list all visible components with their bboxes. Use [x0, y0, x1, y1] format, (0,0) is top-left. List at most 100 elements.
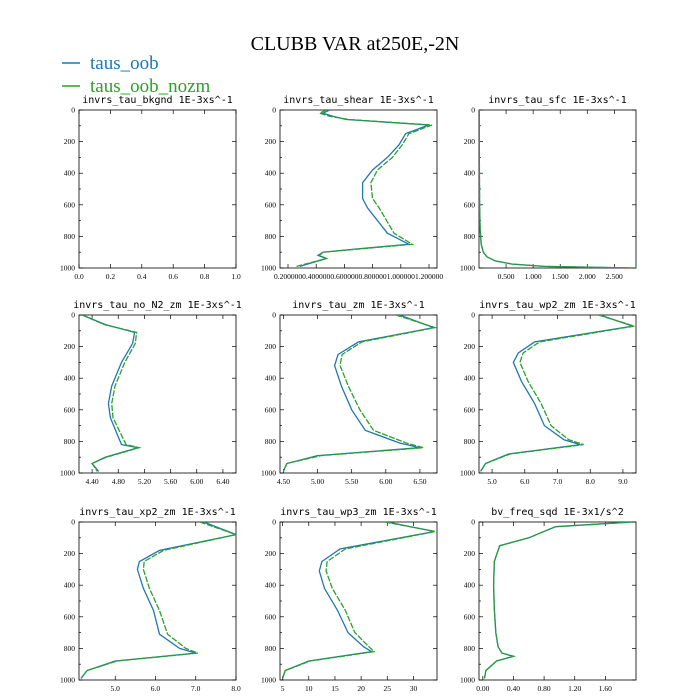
y-tick-label: 400: [464, 169, 476, 178]
panels: invrs_tau_bkgnd 1E-3xs^-1 0 200 400 600 800 10…: [60, 95, 637, 693]
x-tick-label: 30: [410, 684, 418, 693]
panel-title: invrs_tau_no_N2_zm 1E-3xs^-1: [73, 300, 242, 311]
panel-frame: [478, 521, 637, 681]
y-tick-label: 800: [464, 437, 476, 446]
x-tick-label: 5: [281, 684, 285, 693]
x-tick-label: 1.000: [525, 272, 542, 281]
y-tick-label: 1000: [460, 469, 475, 478]
y-tick-label: 1000: [261, 469, 276, 478]
y-tick-label: 400: [64, 374, 76, 383]
x-tick-label: 0.6: [169, 272, 179, 281]
x-tick-label: 7.0: [191, 684, 201, 693]
y-tick-label: 400: [265, 581, 277, 590]
panel-frame: [279, 314, 438, 474]
y-tick-label: 1000: [460, 264, 475, 273]
series-line-oob: [80, 522, 236, 679]
y-tick-label: 1000: [60, 676, 75, 685]
y-tick-label: 600: [464, 612, 476, 621]
x-tick-label: 0.8: [200, 272, 210, 281]
y-tick-label: 200: [64, 137, 76, 146]
y-tick-label: 400: [64, 581, 76, 590]
y-tick-label: 0: [471, 518, 475, 527]
legend: taus_oob taus_oob_nozm: [62, 53, 211, 97]
y-tick-label: 600: [265, 405, 277, 414]
y-tick-label: 600: [64, 405, 76, 414]
x-tick-label: 9.0: [618, 477, 628, 486]
panel-title: invrs_tau_wp2_zm 1E-3xs^-1: [479, 300, 636, 311]
y-tick-label: 200: [64, 342, 76, 351]
x-tick-label: 15: [331, 684, 339, 693]
panel-5: invrs_tau_wp2_zm 1E-3xs^-1 0 200 400 600 800 1…: [460, 300, 637, 486]
series-line-nozm: [282, 315, 437, 472]
series-line-nozm: [479, 110, 636, 268]
figure-title: CLUBB VAR at250E,-2N: [251, 33, 460, 55]
y-tick-label: 0: [71, 518, 75, 527]
y-tick-label: 200: [464, 549, 476, 558]
x-tick-label: 1.200000: [415, 272, 443, 281]
x-tick-label: 6.00: [379, 477, 392, 486]
panel-title: invrs_tau_xp2_zm 1E-3xs^-1: [79, 507, 236, 518]
series-line-nozm: [483, 522, 633, 679]
x-tick-label: 5.50: [345, 477, 358, 486]
x-tick-label: 1.0: [231, 272, 241, 281]
panel-title: bv_freq_sqd 1E-3x1/s^2: [491, 507, 623, 518]
y-tick-label: 400: [265, 374, 277, 383]
panel-3: invrs_tau_no_N2_zm 1E-3xs^-10 200 400 600 80…: [60, 300, 242, 486]
series-line-nozm: [82, 315, 142, 472]
y-tick-label: 400: [265, 169, 277, 178]
x-tick-label: 4.80: [112, 477, 125, 486]
y-tick-label: 0: [471, 106, 475, 115]
legend-label-oob: taus_oob: [90, 53, 159, 74]
y-tick-label: 600: [464, 200, 476, 209]
x-tick-label: 5.00: [311, 477, 324, 486]
panel-title: invrs_tau_zm 1E-3xs^-1: [292, 300, 424, 311]
y-tick-label: 800: [265, 437, 277, 446]
x-tick-label: 5.60: [164, 477, 177, 486]
y-tick-label: 0: [71, 311, 75, 320]
panel-frame: [78, 109, 237, 269]
panel-title: invrs_tau_sfc 1E-3xs^-1: [488, 95, 626, 106]
panel-title: invrs_tau_shear 1E-3xs^-1: [283, 95, 434, 106]
y-tick-label: 0: [471, 311, 475, 320]
panel-2: invrs_tau_sfc 1E-3xs^-1 0 200 400 600 800 1000…: [460, 95, 637, 281]
y-tick-label: 0: [71, 106, 75, 115]
y-tick-label: 0: [272, 518, 276, 527]
y-tick-label: 200: [265, 549, 277, 558]
x-tick-label: 6.40: [216, 477, 229, 486]
panel-title: invrs_tau_bkgnd 1E-3xs^-1: [82, 95, 233, 106]
series-line-oob: [479, 110, 636, 268]
panel-frame: [78, 314, 237, 474]
y-tick-label: 1000: [261, 676, 276, 685]
panel-1: invrs_tau_shear 1E-3xs^-1 0 200 400 600 800 10…: [261, 95, 443, 281]
y-tick-label: 800: [464, 644, 476, 653]
y-tick-label: 800: [265, 644, 277, 653]
panel-8: bv_freq_sqd 1E-3x1/s^2020040060080010000…: [460, 507, 637, 693]
x-tick-label: 0.600000: [330, 272, 358, 281]
series-line-nozm: [296, 110, 433, 268]
x-tick-label: 4.50: [277, 477, 290, 486]
series-line-nozm: [281, 522, 436, 679]
x-tick-label: 0.4: [137, 272, 147, 281]
y-tick-label: 600: [64, 612, 76, 621]
x-tick-label: 0.80: [538, 684, 551, 693]
x-tick-label: 4.40: [86, 477, 99, 486]
y-tick-label: 600: [64, 200, 76, 209]
y-tick-label: 200: [464, 342, 476, 351]
panel-title: invrs_tau_wp3_zm 1E-3xs^-1: [280, 507, 437, 518]
x-tick-label: 0.200000: [274, 272, 302, 281]
x-tick-label: 6.0: [151, 684, 161, 693]
y-tick-label: 200: [464, 137, 476, 146]
x-tick-label: 0.500: [498, 272, 515, 281]
x-tick-label: 0.40: [507, 684, 520, 693]
y-tick-label: 400: [464, 581, 476, 590]
y-tick-label: 800: [265, 232, 277, 241]
x-tick-label: 8.0: [586, 477, 596, 486]
x-tick-label: 7.0: [553, 477, 563, 486]
y-tick-label: 600: [265, 612, 277, 621]
y-tick-label: 800: [464, 232, 476, 241]
x-tick-label: 0.00: [476, 684, 489, 693]
y-tick-label: 0: [272, 311, 276, 320]
panel-4: invrs_tau_zm 1E-3xs^-1 0 200 400 600 800 10004…: [261, 300, 438, 486]
x-tick-label: 1.000000: [387, 272, 415, 281]
